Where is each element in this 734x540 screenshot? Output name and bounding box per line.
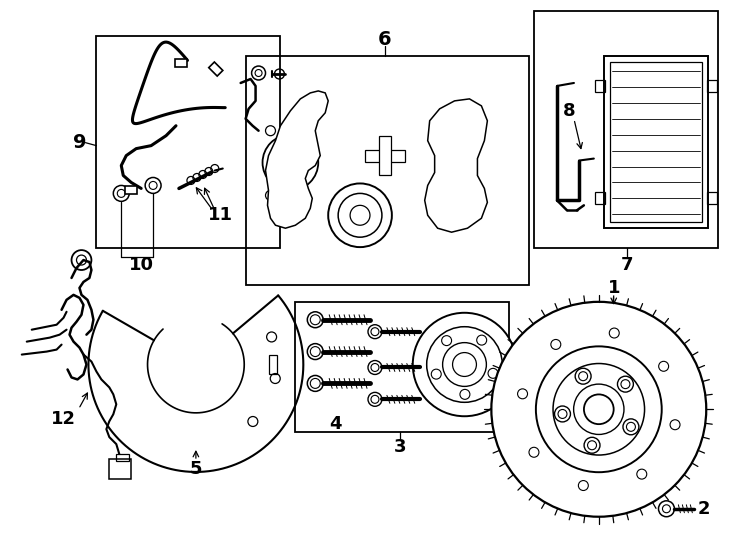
Bar: [534, 11, 718, 248]
Circle shape: [413, 313, 516, 416]
Bar: [109, 459, 131, 479]
Text: 3: 3: [393, 438, 406, 456]
Text: 9: 9: [73, 133, 86, 152]
Circle shape: [491, 302, 706, 517]
Text: 5: 5: [189, 460, 202, 478]
Bar: [595, 80, 605, 92]
Circle shape: [440, 128, 476, 164]
Polygon shape: [208, 62, 223, 76]
Circle shape: [536, 346, 662, 472]
Text: 12: 12: [51, 410, 76, 428]
Circle shape: [554, 406, 570, 422]
Text: 6: 6: [378, 30, 392, 49]
Text: 2: 2: [698, 500, 711, 518]
Circle shape: [308, 312, 323, 328]
Bar: [379, 136, 391, 176]
Polygon shape: [175, 59, 187, 67]
Circle shape: [443, 171, 473, 200]
Circle shape: [584, 437, 600, 453]
Bar: [604, 56, 708, 228]
Circle shape: [584, 394, 614, 424]
Text: 7: 7: [620, 256, 633, 274]
Circle shape: [308, 343, 323, 360]
Bar: [708, 192, 717, 204]
Circle shape: [617, 376, 633, 392]
Circle shape: [553, 363, 644, 455]
Circle shape: [368, 393, 382, 406]
Bar: [96, 36, 280, 248]
Text: 8: 8: [563, 102, 575, 120]
Circle shape: [272, 145, 308, 180]
Circle shape: [575, 368, 591, 384]
Text: 1: 1: [608, 279, 620, 297]
Circle shape: [263, 134, 319, 191]
Circle shape: [453, 353, 476, 376]
Circle shape: [426, 327, 502, 402]
Bar: [246, 56, 529, 285]
Polygon shape: [126, 186, 137, 194]
Polygon shape: [425, 99, 487, 232]
Bar: [708, 80, 717, 92]
Circle shape: [71, 250, 92, 270]
Bar: [365, 150, 405, 161]
Circle shape: [443, 342, 487, 387]
Text: 10: 10: [128, 256, 153, 274]
Bar: [269, 355, 277, 374]
Polygon shape: [266, 91, 328, 228]
Circle shape: [350, 205, 370, 225]
Text: 11: 11: [208, 206, 233, 224]
Circle shape: [328, 184, 392, 247]
Circle shape: [76, 255, 87, 265]
Bar: [116, 454, 129, 461]
Circle shape: [658, 501, 675, 517]
Circle shape: [368, 361, 382, 374]
Bar: [595, 192, 605, 204]
Bar: [295, 302, 509, 432]
Circle shape: [368, 325, 382, 339]
Circle shape: [338, 193, 382, 237]
Circle shape: [623, 419, 639, 435]
Circle shape: [574, 384, 624, 435]
Bar: [610, 62, 702, 222]
Text: 4: 4: [329, 415, 341, 433]
Circle shape: [308, 375, 323, 391]
